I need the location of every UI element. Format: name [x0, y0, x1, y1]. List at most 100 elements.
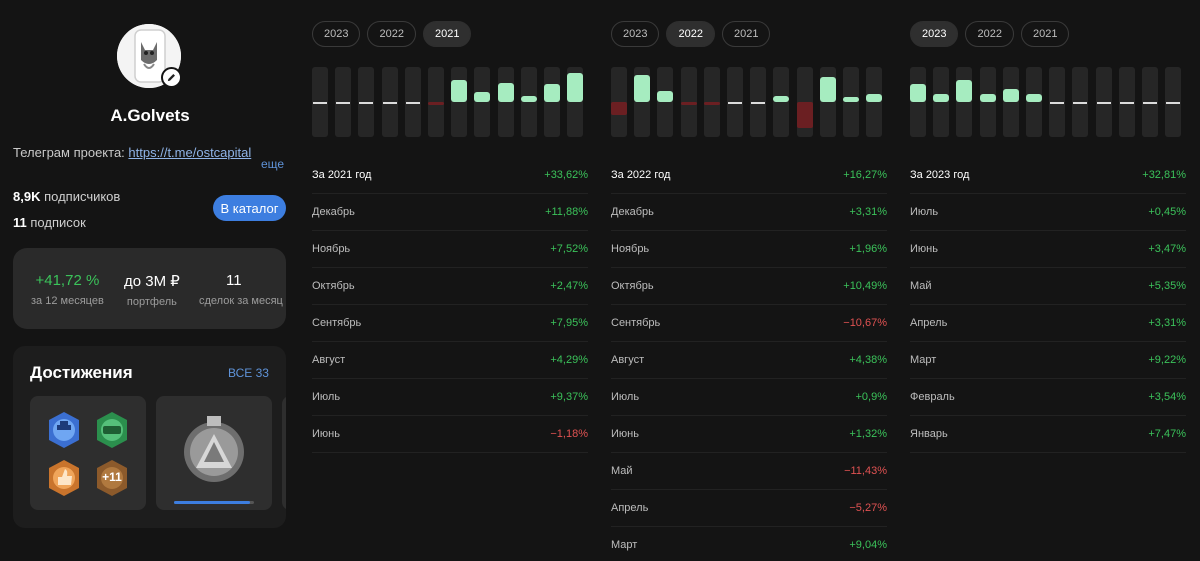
achievements-all-link[interactable]: ВСЕ 33 — [228, 366, 269, 380]
month-bar[interactable] — [335, 67, 352, 137]
month-bar[interactable] — [1002, 67, 1019, 137]
month-label: Август — [611, 354, 645, 366]
month-bar[interactable] — [727, 67, 743, 137]
month-bar[interactable] — [866, 67, 883, 137]
zero-bar-mark — [1166, 102, 1181, 104]
month-row: Март +9,22% — [910, 342, 1186, 379]
month-bar[interactable] — [404, 67, 421, 137]
month-bar[interactable] — [520, 67, 537, 137]
positive-bar-fill — [657, 91, 674, 102]
kpi-portfolio-value: до 3М ₽ — [124, 273, 180, 290]
tab-2023[interactable]: 2023 — [910, 21, 959, 47]
year-panel-2023: 2023 2022 2021 За 2023 год +32,81% Июль +… — [910, 0, 1186, 561]
month-value: +2,47% — [550, 280, 588, 292]
avatar[interactable] — [117, 24, 181, 88]
month-bar[interactable] — [1165, 67, 1182, 137]
positive-bar-fill — [474, 91, 491, 102]
month-bar[interactable] — [1095, 67, 1112, 137]
edit-avatar-button[interactable] — [161, 67, 182, 88]
month-bar[interactable] — [451, 67, 468, 137]
month-label: Июнь — [910, 243, 938, 255]
telegram-link[interactable]: https://t.me/ostcapital — [128, 145, 252, 160]
cat-avatar-icon — [117, 24, 181, 88]
month-row: Июль +9,37% — [312, 379, 588, 416]
month-value: +0,9% — [855, 391, 888, 403]
tab-2023[interactable]: 2023 — [312, 21, 361, 47]
month-bar[interactable] — [956, 67, 973, 137]
month-bar[interactable] — [703, 67, 720, 137]
month-bar[interactable] — [428, 67, 444, 137]
month-bar[interactable] — [773, 67, 790, 137]
zero-bar-mark — [405, 102, 420, 104]
month-bar[interactable] — [497, 67, 514, 137]
zero-bar-mark — [359, 102, 374, 104]
achievement-next-tile[interactable] — [282, 396, 286, 510]
month-row: Октябрь +2,47% — [312, 268, 588, 305]
month-value: +7,52% — [550, 243, 588, 255]
tab-2021[interactable]: 2021 — [422, 21, 472, 47]
month-value: +10,49% — [843, 280, 887, 292]
month-value: −5,27% — [849, 502, 887, 514]
month-bar[interactable] — [843, 67, 859, 137]
negative-bar-fill — [703, 102, 720, 105]
subscriptions-stat[interactable]: 11 подписок — [13, 215, 86, 230]
month-bar[interactable] — [634, 67, 651, 137]
month-row: Май +5,35% — [910, 268, 1186, 305]
zero-bar-mark — [1096, 102, 1111, 104]
month-row: Ноябрь +7,52% — [312, 231, 588, 268]
month-bar[interactable] — [796, 67, 813, 137]
month-bar[interactable] — [1142, 67, 1158, 137]
year-total-label: За 2023 год — [910, 169, 970, 181]
month-bar[interactable] — [910, 67, 926, 137]
subscribers-stat[interactable]: 8,9K подписчиков — [13, 189, 120, 204]
tab-2022[interactable]: 2022 — [666, 21, 715, 47]
zero-bar-mark — [336, 102, 351, 104]
tab-2021[interactable]: 2021 — [721, 21, 771, 47]
month-bar[interactable] — [312, 67, 328, 137]
tab-2022[interactable]: 2022 — [367, 21, 416, 47]
positive-bar-fill — [1002, 89, 1019, 102]
year-total-row: За 2021 год +33,62% — [312, 157, 588, 194]
month-bar[interactable] — [1072, 67, 1089, 137]
month-value: +1,32% — [849, 428, 887, 440]
month-label: Апрель — [910, 317, 948, 329]
month-bar[interactable] — [979, 67, 996, 137]
month-bar[interactable] — [819, 67, 836, 137]
month-value: +7,95% — [550, 317, 588, 329]
tab-2023[interactable]: 2023 — [611, 21, 660, 47]
month-bar[interactable] — [474, 67, 491, 137]
month-label: Октябрь — [611, 280, 654, 292]
year-panel-2021: 2023 2022 2021 За 2021 год +33,62% Декаб… — [312, 0, 588, 561]
achievement-group-tile[interactable]: +11 — [30, 396, 146, 510]
month-label: Июль — [312, 391, 341, 403]
positive-bar-fill — [1026, 93, 1042, 102]
month-bar[interactable] — [657, 67, 674, 137]
profile-username: A.Golvets — [110, 106, 190, 125]
more-link[interactable]: еще — [261, 157, 285, 171]
month-bar[interactable] — [933, 67, 950, 137]
negative-bar-fill — [680, 102, 697, 106]
month-bar[interactable] — [567, 67, 584, 137]
month-bar[interactable] — [358, 67, 375, 137]
achievements-title: Достижения — [30, 363, 133, 382]
achievement-current-tile[interactable] — [156, 396, 272, 510]
tab-2021[interactable]: 2021 — [1020, 21, 1070, 47]
month-bar[interactable] — [1049, 67, 1066, 137]
telegram-info: Телеграм проекта: https://t.me/ostcapita… — [13, 145, 251, 160]
month-bar[interactable] — [381, 67, 398, 137]
tab-2022[interactable]: 2022 — [965, 21, 1014, 47]
month-label: Май — [611, 465, 633, 477]
year-total-value: +32,81% — [1142, 169, 1186, 181]
month-bar[interactable] — [1118, 67, 1135, 137]
month-bar[interactable] — [750, 67, 767, 137]
catalog-button[interactable]: В каталог — [213, 195, 286, 221]
month-bar[interactable] — [1026, 67, 1042, 137]
kpi-trades-label: сделок за месяц — [199, 295, 283, 307]
month-bar[interactable] — [611, 67, 627, 137]
month-bar[interactable] — [680, 67, 697, 137]
month-row: Июль +0,9% — [611, 379, 887, 416]
month-bar[interactable] — [544, 67, 560, 137]
month-row: Ноябрь +1,96% — [611, 231, 887, 268]
month-row: Декабрь +3,31% — [611, 194, 887, 231]
month-value: −1,18% — [550, 428, 588, 440]
